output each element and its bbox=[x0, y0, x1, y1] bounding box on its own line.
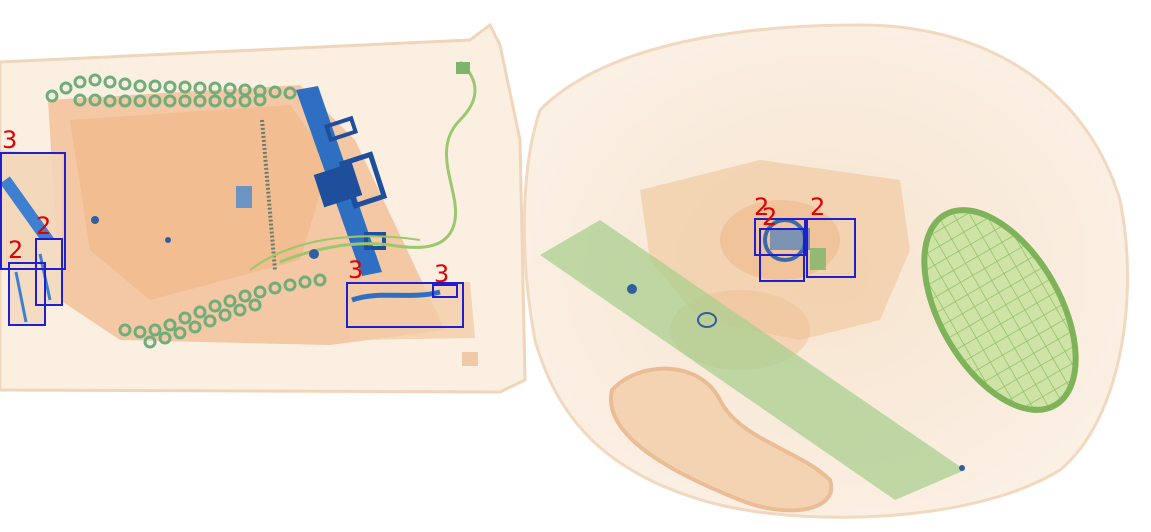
detection-box-5 bbox=[432, 284, 458, 298]
bead-chain-bottom bbox=[118, 273, 327, 349]
detection-label-1: 3 bbox=[2, 126, 18, 154]
spring bbox=[260, 119, 277, 271]
detection-label-7: 2 bbox=[810, 193, 826, 221]
detection-box-2 bbox=[35, 238, 63, 306]
detection-box-8 bbox=[759, 228, 805, 282]
long-green-bar bbox=[540, 220, 965, 500]
bead-chain-top bbox=[45, 73, 297, 108]
detection-box-1 bbox=[0, 152, 66, 270]
detection-box-7 bbox=[806, 218, 856, 278]
detection-label-5: 3 bbox=[434, 260, 450, 288]
shoe-sole bbox=[921, 207, 1079, 413]
detection-label-6: 2 bbox=[754, 193, 770, 221]
detection-label-4: 3 bbox=[348, 256, 364, 284]
detection-label-2: 2 bbox=[36, 212, 52, 240]
detection-box-3 bbox=[8, 262, 46, 326]
detection-label-3: 2 bbox=[8, 236, 24, 264]
detection-box-4 bbox=[346, 282, 464, 328]
detection-box-6 bbox=[754, 218, 806, 256]
cable bbox=[279, 60, 477, 264]
detection-label-8: 2 bbox=[762, 203, 778, 231]
